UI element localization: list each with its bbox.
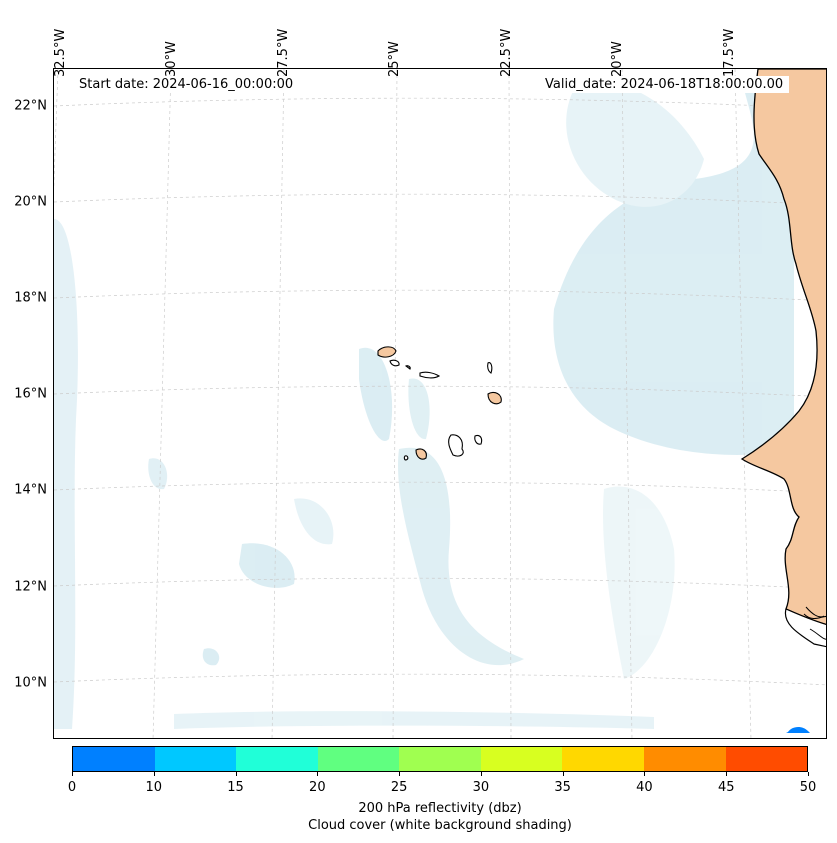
colorbar-tick-label: 35	[554, 780, 571, 795]
colorbar-tick-label: 25	[390, 780, 408, 795]
colorbar-tick-label: 30	[472, 780, 490, 795]
colorbar-tick-mark	[317, 772, 319, 776]
african-coast	[740, 69, 826, 648]
lat-label-16n: 16°N	[14, 386, 47, 402]
colorbar-segment	[399, 747, 481, 771]
reflectivity-blob	[786, 726, 810, 733]
lon-label-25w: 25°W	[387, 41, 402, 77]
colorbar-segment	[480, 747, 563, 771]
colorbar-tick-label: 45	[717, 780, 735, 795]
colorbar-segment	[725, 747, 808, 771]
lat-label-10n: 10°N	[14, 675, 47, 691]
colorbar-tick-mark	[72, 772, 73, 776]
lon-label-17-5w: 17.5°W	[722, 28, 737, 77]
colorbar-segment	[73, 747, 155, 771]
cloud-cover-shading	[54, 82, 794, 729]
start-date-label: Start date: 2024-06-16_00:00:00	[73, 76, 300, 93]
colorbar-segment	[154, 747, 237, 771]
colorbar-tick-mark	[726, 772, 728, 776]
lat-label-20n: 20°N	[14, 194, 47, 210]
colorbar-title: 200 hPa reflectivity (dbz)	[358, 801, 522, 816]
map-panel	[53, 68, 827, 739]
colorbar-tick-label: 15	[227, 780, 244, 795]
colorbar-tick-label: 0	[67, 780, 77, 795]
colorbar-tick-mark	[644, 772, 646, 776]
graticule	[54, 69, 826, 738]
colorbar-segment	[317, 747, 400, 771]
colorbar-tick-label: 20	[309, 780, 326, 795]
colorbar-tick-label: 40	[636, 780, 653, 795]
colorbar-segment	[562, 747, 644, 771]
colorbar-tick-mark	[562, 772, 564, 776]
colorbar-tick-mark	[235, 772, 237, 776]
lon-label-20w: 20°W	[610, 41, 625, 77]
lat-label-22n: 22°N	[14, 98, 47, 114]
colorbar-tick-mark	[480, 772, 482, 776]
colorbar-subtitle: Cloud cover (white background shading)	[308, 818, 572, 833]
colorbar-segment	[643, 747, 726, 771]
lon-label-32-5w: 32.5°W	[53, 28, 68, 77]
cape-verde-islands	[377, 346, 502, 461]
colorbar-tick-mark	[399, 772, 401, 776]
lat-label-14n: 14°N	[14, 482, 47, 498]
lon-label-30w: 30°W	[164, 41, 179, 77]
colorbar-tick-label: 50	[799, 780, 817, 795]
map-canvas	[54, 69, 826, 738]
colorbar-segment	[236, 747, 318, 771]
reflectivity-colorbar	[72, 746, 808, 772]
lat-label-12n: 12°N	[14, 579, 47, 595]
lon-label-22-5w: 22.5°W	[499, 28, 514, 77]
colorbar-tick-label: 10	[145, 780, 163, 795]
valid-date-label: Valid_date: 2024-06-18T18:00:00.00	[539, 76, 790, 93]
colorbar-tick-mark	[153, 772, 155, 776]
lon-label-27-5w: 27.5°W	[276, 28, 291, 77]
lat-label-18n: 18°N	[14, 290, 47, 306]
colorbar-tick-mark	[808, 772, 809, 776]
